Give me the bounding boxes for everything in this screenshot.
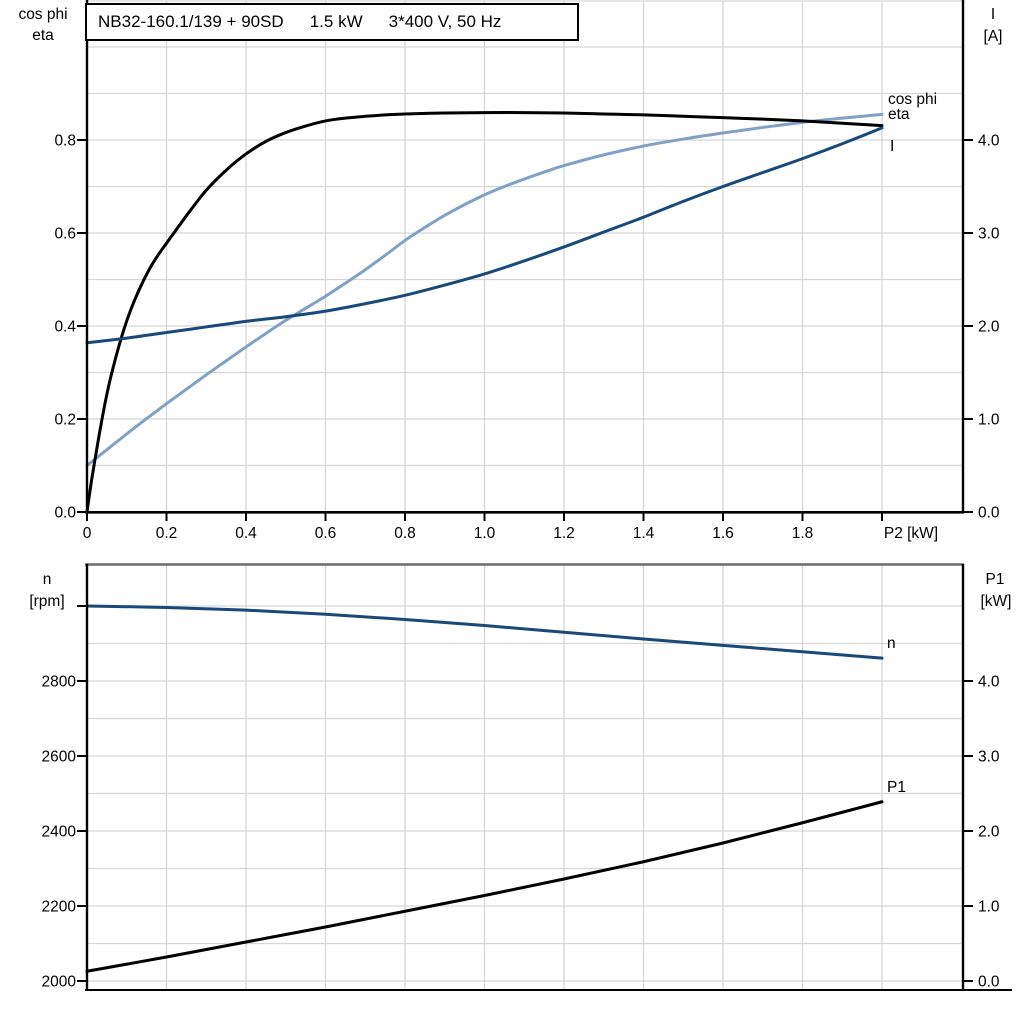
top-right-tick-label: 0.0	[978, 505, 1000, 522]
top-right-tick-label: 1.0	[978, 412, 1000, 429]
bottom-chart-gridlines	[87, 566, 963, 989]
bottom-right-axis-title-line1: P1	[986, 571, 1005, 588]
title-supply: 3*400 V, 50 Hz	[388, 12, 502, 31]
top-left-tick-label: 0.6	[54, 226, 76, 243]
top-x-tick-label: 1.0	[474, 525, 496, 542]
top-right-axis-title-line1: I	[991, 6, 995, 23]
curve-label-current: I	[890, 138, 894, 155]
top-x-tick-label: 0.8	[394, 525, 416, 542]
top-chart-gridlines	[87, 0, 963, 512]
curve-label-p1: P1	[887, 779, 906, 796]
bottom-right-tick-label: 1.0	[978, 899, 1000, 916]
top-left-axis-title-line2: eta	[32, 27, 54, 44]
chart-title-box: NB32-160.1/139 + 90SD 1.5 kW 3*400 V, 50…	[85, 3, 579, 41]
bottom-right-axis-title-line2: [kW]	[981, 593, 1012, 610]
top-chart-tick-labels: 0.0 0.2 0.4 0.6 0.8 0.0 1.0 2.0 3.0 4.0 0 0.2 0.4 0.6…	[54, 133, 999, 543]
bottom-chart-axes	[77, 563, 1012, 991]
top-x-tick-label: 0.6	[315, 525, 337, 542]
bottom-left-tick-label: 2400	[42, 824, 77, 841]
top-right-axis-title-line2: [A]	[984, 28, 1003, 45]
curve-label-eta: eta	[888, 106, 910, 123]
top-left-tick-label: 0.8	[54, 133, 76, 150]
top-right-tick-label: 4.0	[978, 133, 1000, 150]
top-left-tick-label: 0.2	[54, 412, 76, 429]
top-right-tick-label: 2.0	[978, 319, 1000, 336]
curve-cos-phi	[85, 112, 884, 467]
title-power: 1.5 kW	[309, 12, 363, 31]
bottom-chart-curves	[85, 604, 884, 973]
top-x-tick-label: 1.6	[712, 525, 734, 542]
curve-p1	[85, 800, 884, 973]
top-x-tick-label: 1.2	[553, 525, 575, 542]
bottom-right-tick-label: 4.0	[978, 674, 1000, 691]
bottom-right-tick-label: 0.0	[978, 974, 1000, 991]
top-x-tick-label: 0.2	[156, 525, 178, 542]
top-x-axis-title: P2 [kW]	[884, 525, 938, 542]
curve-label-n: n	[887, 635, 896, 652]
top-left-axis-title-line1: cos phi	[18, 6, 67, 23]
bottom-chart-tick-labels: 2000 2200 2400 2600 2800 0.0 1.0 2.0 3.0 4.0	[42, 674, 1000, 991]
bottom-left-axis-title-line1: n	[43, 571, 52, 588]
bottom-left-axis-title-line2: [rpm]	[29, 593, 64, 610]
curve-n	[85, 604, 884, 660]
bottom-left-tick-label: 2000	[42, 974, 77, 991]
bottom-left-tick-label: 2600	[42, 749, 77, 766]
top-x-tick-label: 0	[83, 525, 92, 542]
bottom-right-tick-label: 2.0	[978, 824, 1000, 841]
top-x-tick-label: 1.4	[633, 525, 655, 542]
top-right-tick-label: 3.0	[978, 226, 1000, 243]
top-chart-axes	[77, 0, 973, 521]
curve-label-cos-phi: cos phi	[888, 91, 937, 108]
curve-eta	[85, 111, 884, 514]
curve-i	[85, 126, 884, 345]
top-chart-curves	[85, 111, 884, 514]
top-left-tick-label: 0.0	[54, 505, 76, 522]
bottom-left-tick-label: 2800	[42, 674, 77, 691]
top-x-tick-label: 0.4	[235, 525, 257, 542]
bottom-left-tick-label: 2200	[42, 899, 77, 916]
top-x-tick-label: 1.8	[792, 525, 814, 542]
bottom-right-tick-label: 3.0	[978, 749, 1000, 766]
top-left-tick-label: 0.4	[54, 319, 76, 336]
title-model: NB32-160.1/139 + 90SD	[98, 12, 284, 31]
